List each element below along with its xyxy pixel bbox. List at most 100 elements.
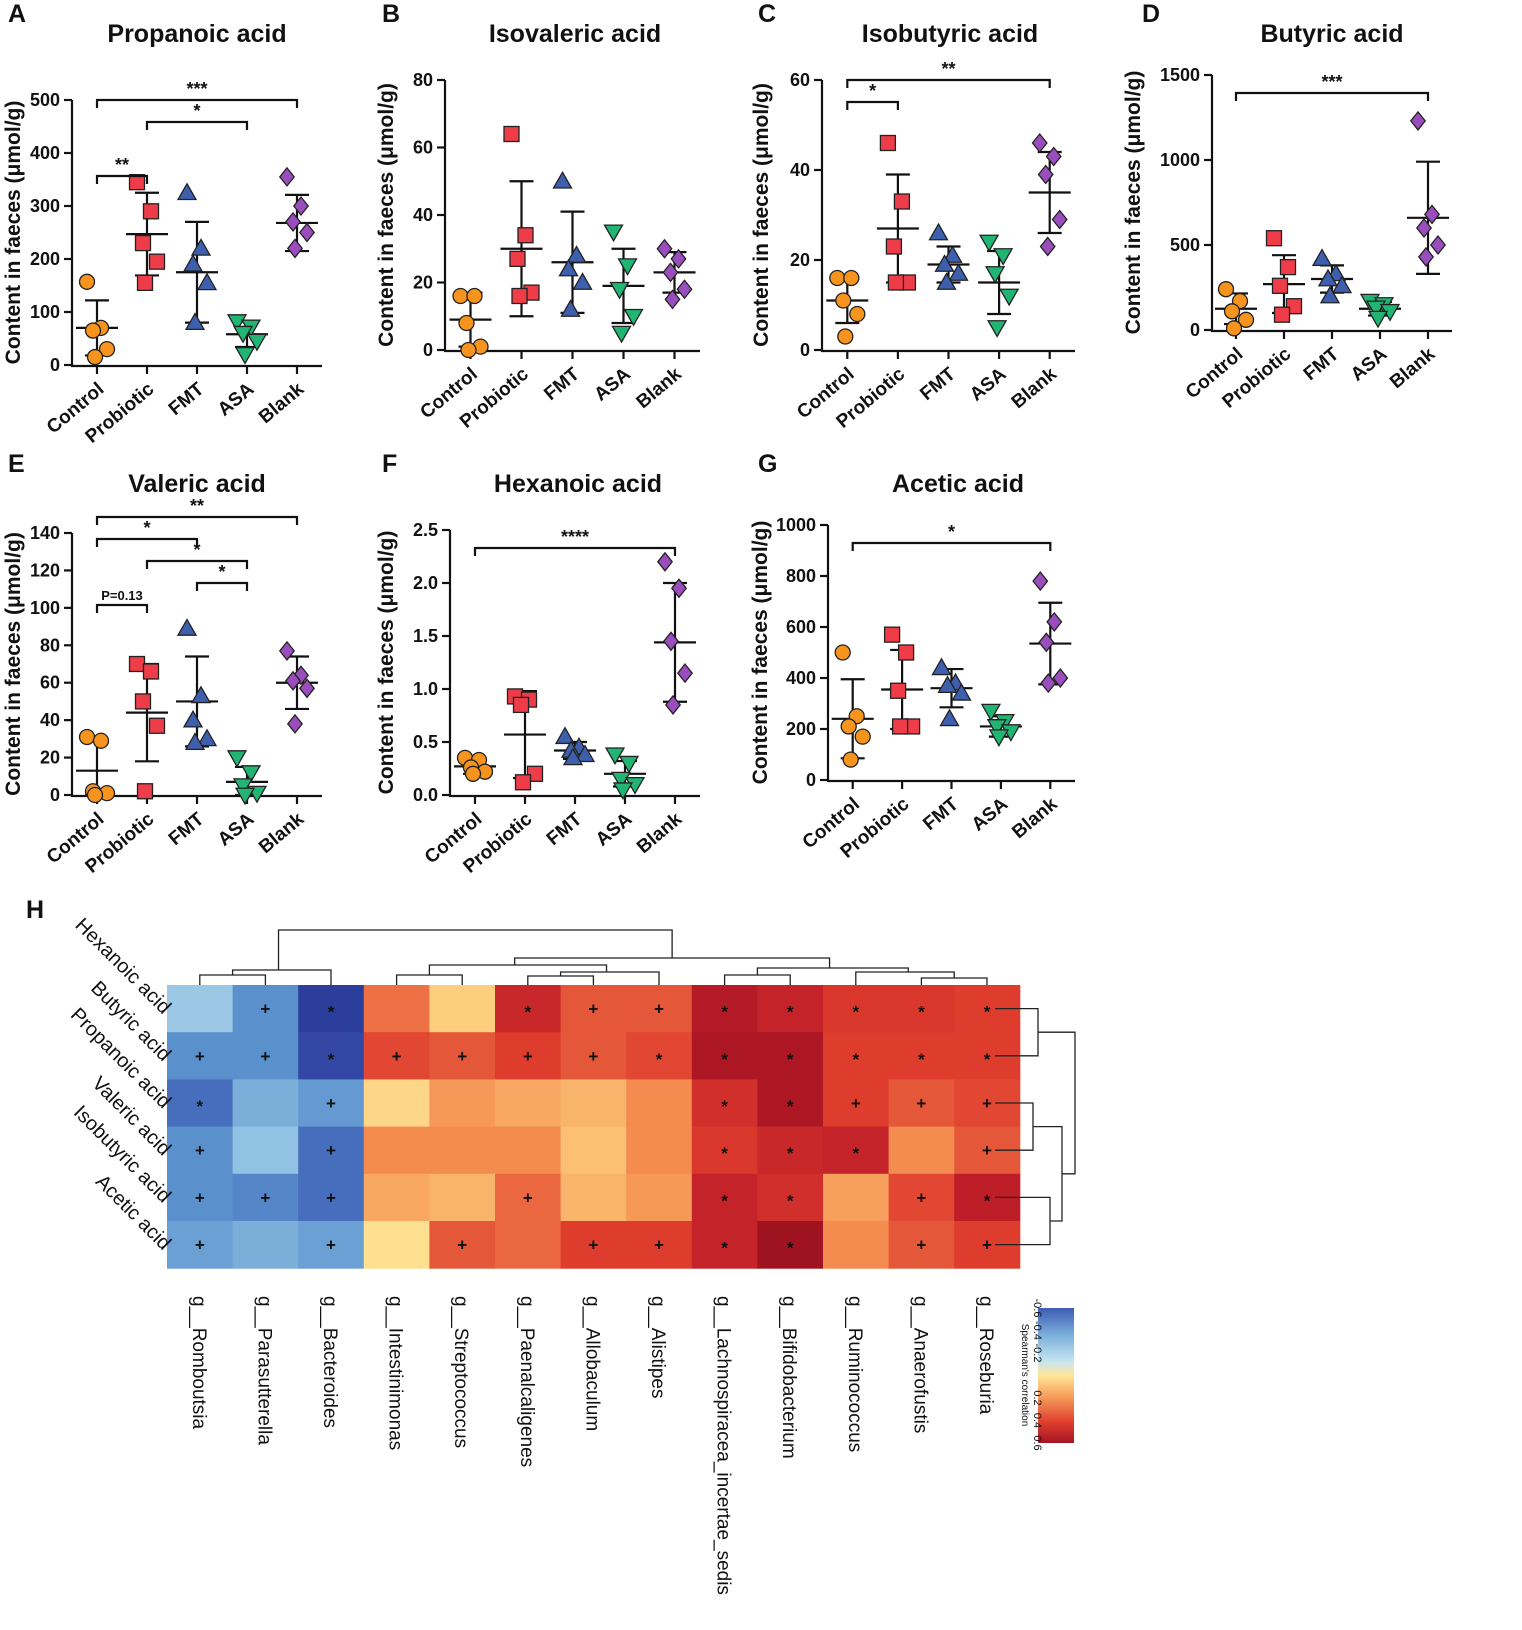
cell-mark: *	[721, 1144, 728, 1163]
cell-mark: *	[787, 1239, 794, 1258]
data-point	[134, 693, 152, 710]
cell-rect	[232, 1079, 299, 1128]
cell-mark: +	[260, 1000, 270, 1019]
heatmap-col-label: g__Romboutsia	[188, 1296, 209, 1430]
data-point	[558, 258, 579, 277]
cell-mark: *	[328, 1003, 335, 1022]
cell-mark: +	[916, 1188, 926, 1207]
cell-rect	[626, 1221, 693, 1269]
heatmap-cell: +	[363, 1032, 430, 1080]
data-point	[552, 170, 573, 189]
data-point	[1273, 306, 1291, 323]
heatmap-cell	[429, 1126, 496, 1175]
cell-rect	[823, 1221, 890, 1269]
panel-letter: B	[382, 0, 400, 28]
data-point	[612, 782, 634, 801]
heatmap-col-label: g__Bacteroides	[319, 1296, 340, 1428]
data-point	[829, 269, 846, 287]
y-tick-label: 2.0	[413, 573, 438, 593]
bracket-line	[95, 174, 149, 184]
panel-letter: E	[8, 450, 25, 478]
chart-title: Butyric acid	[1260, 20, 1403, 48]
heatmap-cell	[429, 985, 496, 1033]
cell-mark: +	[326, 1141, 336, 1160]
cell-rect	[298, 1126, 365, 1175]
heatmap-cell	[232, 1079, 299, 1128]
cell-rect	[495, 1126, 562, 1175]
series-blank	[1028, 132, 1071, 257]
cell-rect	[429, 1079, 496, 1128]
data-point	[1046, 611, 1063, 632]
data-point	[617, 258, 638, 276]
data-point	[284, 670, 302, 691]
data-point	[278, 166, 296, 187]
heatmap-cell: +	[888, 1079, 955, 1128]
data-point	[286, 713, 304, 734]
dendrogram-branch	[855, 971, 955, 985]
colorbar-tick-label: 0.6	[1031, 1435, 1043, 1450]
data-point	[676, 279, 693, 300]
heatmap-cell	[429, 1173, 496, 1222]
category-label: Blank	[633, 363, 686, 413]
dendrogram-branch	[920, 977, 988, 985]
series-asa	[226, 314, 268, 365]
series-asa	[604, 747, 646, 801]
heatmap-col-label: g__Roseburia	[975, 1296, 996, 1415]
data-point	[1279, 258, 1297, 276]
bracket-line	[195, 581, 249, 591]
data-point	[182, 709, 204, 728]
cell-rect	[429, 1126, 496, 1175]
data-point	[246, 333, 268, 352]
heatmap-cell: +	[167, 1032, 234, 1080]
cell-rect	[757, 1126, 824, 1175]
heatmap-cell: *	[691, 1126, 758, 1175]
y-tick-label: 20	[40, 748, 60, 768]
heatmap-cell	[363, 985, 430, 1033]
heatmap-col-label: g__Alistipes	[647, 1296, 668, 1398]
significance-label: **	[941, 59, 955, 79]
series-probiotic	[876, 134, 919, 291]
cell-mark: *	[721, 1097, 728, 1116]
data-point	[509, 250, 526, 268]
heatmap-cell	[823, 1173, 890, 1222]
cell-mark: *	[196, 1097, 203, 1116]
significance-label: *	[869, 81, 876, 101]
significance-label: **	[115, 155, 129, 175]
y-tick-label: 80	[40, 635, 60, 655]
data-point	[298, 678, 316, 699]
heatmap-cell: *	[495, 985, 562, 1033]
data-point	[942, 245, 963, 263]
cell-rect	[888, 1032, 955, 1080]
heatmap-cell: +	[560, 1032, 627, 1080]
cell-mark: +	[457, 1047, 467, 1066]
data-point	[1237, 311, 1255, 328]
y-tick-label: 500	[1170, 235, 1200, 255]
data-point	[670, 578, 688, 599]
cell-rect	[560, 1126, 627, 1175]
cell-rect	[429, 985, 496, 1033]
heatmap-cell	[888, 1126, 955, 1175]
heatmap-cell	[495, 1079, 562, 1128]
heatmap-col-label: g__Ruminococcus	[844, 1296, 865, 1452]
y-tick-label: 200	[786, 719, 816, 739]
series-blank	[653, 238, 696, 310]
data-point	[1365, 300, 1387, 319]
data-point	[1031, 132, 1048, 154]
y-tick-label: 60	[40, 673, 60, 693]
cell-rect	[495, 1173, 562, 1222]
data-point	[986, 320, 1008, 338]
cell-mark: +	[195, 1141, 205, 1160]
y-tick-label: 800	[786, 566, 816, 586]
heatmap-cell: *	[757, 1079, 824, 1128]
significance-bracket: ***	[95, 79, 299, 108]
data-point	[998, 288, 1020, 307]
series-blank	[276, 640, 318, 734]
heatmap-col-label: g__Anaerofustis	[909, 1296, 930, 1433]
heatmap-col-label: g__Paenalcaligenes	[516, 1296, 537, 1467]
significance-label: ****	[561, 527, 589, 547]
data-point	[234, 787, 256, 806]
heatmap-cell	[560, 1126, 627, 1175]
series-fmt	[1311, 248, 1353, 304]
data-point	[837, 328, 854, 345]
